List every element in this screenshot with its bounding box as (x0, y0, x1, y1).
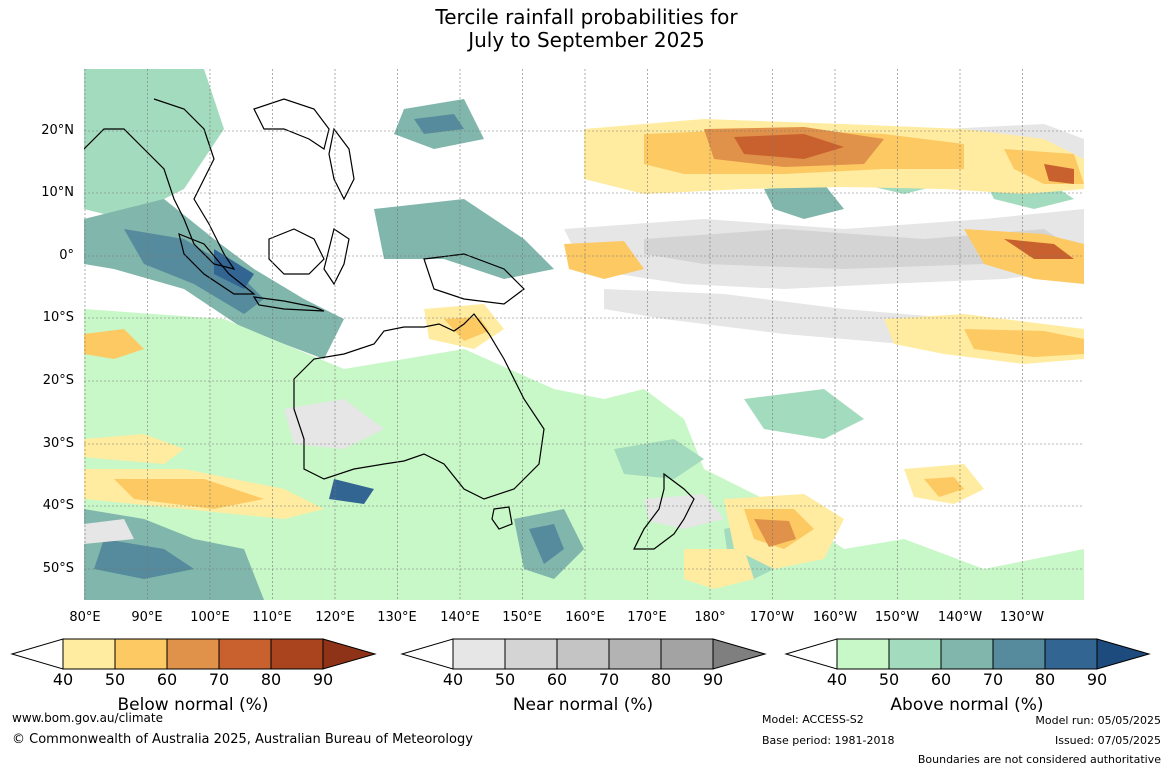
colorbar-segment (940, 638, 994, 670)
colorbar-segment (992, 638, 1046, 670)
copyright-text: © Commonwealth of Australia 2025, Austra… (12, 732, 473, 747)
near-tick-50: 50 (494, 670, 516, 689)
graticule (84, 69, 1084, 600)
model-info: Model: ACCESS-S2 (762, 713, 864, 726)
above-normal-title: Above normal (%) (890, 695, 1044, 715)
colorbar-extend-low (400, 638, 454, 670)
near-tick-40: 40 (442, 670, 464, 689)
below-tick-60: 60 (156, 670, 178, 689)
lon-label-80e: 80°E (69, 610, 101, 625)
below-tick-50: 50 (104, 670, 126, 689)
colorbar-extend-low (784, 638, 838, 670)
above-tick-80: 80 (1034, 670, 1056, 689)
colorbar-segment (166, 638, 220, 670)
lon-label-140w: 140°W (937, 610, 983, 625)
colorbar-segment (452, 638, 506, 670)
lon-label-100e: 100°E (190, 610, 230, 625)
colorbar-segment (836, 638, 890, 670)
above-tick-90: 90 (1086, 670, 1108, 689)
colorbar-segment (1044, 638, 1098, 670)
near-normal-colorbar (400, 638, 767, 670)
lon-label-160e: 160°E (565, 610, 605, 625)
lat-label-20n: 20°N (41, 123, 74, 138)
colorbar-segment (62, 638, 116, 670)
colorbar-extend-high (1096, 638, 1151, 670)
lat-label-50s: 50°S (42, 561, 74, 576)
lon-label-170e: 170°E (627, 610, 667, 625)
colorbar-segment (888, 638, 942, 670)
lon-label-150e: 150°E (502, 610, 542, 625)
below-tick-90: 90 (312, 670, 334, 689)
near-normal-regions (84, 124, 1084, 544)
colorbar-segment (608, 638, 662, 670)
colorbar-segment (218, 638, 272, 670)
near-tick-70: 70 (598, 670, 620, 689)
below-tick-70: 70 (208, 670, 230, 689)
above-tick-70: 70 (982, 670, 1004, 689)
coastlines (84, 98, 695, 550)
base-period-info: Base period: 1981-2018 (762, 734, 895, 747)
colorbar-segment (114, 638, 168, 670)
near-tick-80: 80 (650, 670, 672, 689)
lon-label-180: 180° (694, 610, 726, 625)
lon-label-130e: 130°E (377, 610, 417, 625)
near-tick-60: 60 (546, 670, 568, 689)
lon-label-130w: 130°W (999, 610, 1045, 625)
above-tick-60: 60 (930, 670, 952, 689)
lat-label-30s: 30°S (42, 436, 74, 451)
disclaimer-text: Boundaries are not considered authoritat… (917, 753, 1161, 766)
lon-label-110e: 110°E (252, 610, 292, 625)
above-normal-colorbar (784, 638, 1151, 670)
colorbar-segment (660, 638, 714, 670)
below-tick-40: 40 (52, 670, 74, 689)
lon-label-170w: 170°W (749, 610, 795, 625)
lat-label-20s: 20°S (42, 373, 74, 388)
lat-label-10n: 10°N (41, 185, 74, 200)
lon-label-150w: 150°W (874, 610, 920, 625)
below-tick-80: 80 (260, 670, 282, 689)
website-link[interactable]: www.bom.gov.au/climate (12, 711, 163, 725)
lat-label-40s: 40°S (42, 498, 74, 513)
lon-label-120e: 120°E (315, 610, 355, 625)
map-title-line2: July to September 2025 (468, 28, 705, 52)
lon-label-90e: 90°E (131, 610, 163, 625)
lat-label-0: 0° (59, 248, 74, 263)
lat-label-10s: 10°S (42, 310, 74, 325)
probability-map (84, 69, 1084, 600)
above-tick-40: 40 (826, 670, 848, 689)
near-normal-title: Near normal (%) (512, 695, 654, 715)
near-tick-90: 90 (702, 670, 724, 689)
below-normal-colorbar (10, 638, 377, 670)
colorbar-extend-high (322, 638, 377, 670)
colorbar-segment (504, 638, 558, 670)
below-normal-title: Below normal (%) (117, 695, 269, 715)
colorbar-segment (270, 638, 324, 670)
colorbar-extend-low (10, 638, 64, 670)
model-run-info: Model run: 05/05/2025 (1035, 714, 1161, 727)
issued-info: Issued: 07/05/2025 (1054, 734, 1161, 747)
lon-label-160w: 160°W (812, 610, 858, 625)
above-tick-50: 50 (878, 670, 900, 689)
below-normal-regions (84, 119, 1084, 589)
colorbar-segment (556, 638, 610, 670)
lon-label-140e: 140°E (440, 610, 480, 625)
colorbar-extend-high (712, 638, 767, 670)
map-title-line1: Tercile rainfall probabilities for (435, 5, 738, 29)
